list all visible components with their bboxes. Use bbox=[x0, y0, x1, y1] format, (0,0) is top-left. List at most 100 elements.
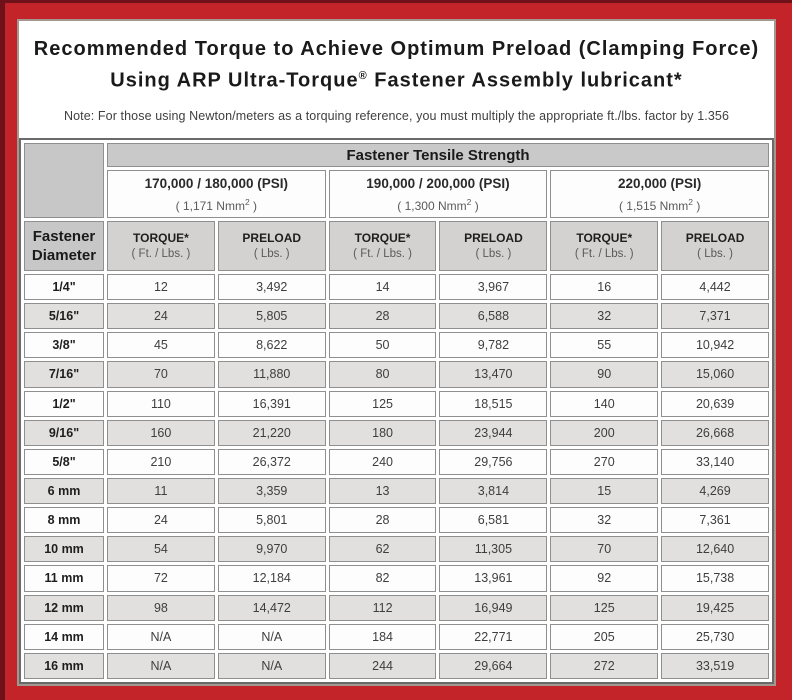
value-cell: 14 bbox=[328, 274, 437, 301]
value-cell: N/A bbox=[217, 652, 326, 679]
diameter-cell: 16 mm bbox=[24, 652, 104, 679]
value-cell: 12 bbox=[107, 274, 215, 301]
value-cell: 80 bbox=[328, 361, 437, 388]
value-cell: 28 bbox=[328, 303, 437, 330]
value-cell: 24 bbox=[107, 303, 215, 330]
value-cell: 6,588 bbox=[439, 303, 548, 330]
strength-group-220: 220,000 (PSI) ( 1,515 Nmm2 ) bbox=[550, 170, 769, 218]
value-cell: 20,639 bbox=[661, 390, 769, 417]
title-line2-text-end: Fastener Assembly lubricant* bbox=[367, 69, 683, 92]
psi-value: 190,000 / 200,000 (PSI) bbox=[366, 176, 510, 191]
value-cell: 70 bbox=[550, 536, 659, 563]
value-cell: 5,801 bbox=[217, 507, 326, 534]
value-cell: 50 bbox=[328, 332, 437, 359]
value-cell: 16,391 bbox=[217, 390, 326, 417]
table-row: 8 mm 24 5,801 28 6,581 32 7,361 bbox=[24, 507, 769, 534]
diameter-cell: 12 mm bbox=[24, 594, 104, 621]
value-cell: 13,961 bbox=[439, 565, 548, 592]
value-cell: 12,184 bbox=[217, 565, 326, 592]
value-cell: 22,771 bbox=[439, 623, 548, 650]
diameter-label: Diameter bbox=[31, 247, 97, 264]
table-row: 9/16" 160 21,220 180 23,944 200 26,668 bbox=[24, 419, 769, 446]
strength-group-170-180: 170,000 / 180,000 (PSI) ( 1,171 Nmm2 ) bbox=[107, 170, 326, 218]
value-cell: 98 bbox=[107, 594, 215, 621]
table-row: 16 mm N/A N/A 244 29,664 272 33,519 bbox=[24, 652, 769, 679]
nmm-value: ( 1,300 Nmm2 ) bbox=[397, 197, 479, 213]
value-cell: 244 bbox=[328, 652, 437, 679]
nmm-value: ( 1,171 Nmm2 ) bbox=[175, 197, 258, 213]
value-cell: 4,269 bbox=[661, 477, 769, 505]
table-row: 5/16" 24 5,805 28 6,588 32 7,371 bbox=[24, 303, 769, 330]
page-title-line1: Recommended Torque to Achieve Optimum Pr… bbox=[33, 38, 760, 60]
value-cell: 62 bbox=[328, 536, 437, 563]
registered-trademark-symbol: ® bbox=[358, 70, 368, 82]
value-cell: 21,220 bbox=[217, 419, 326, 446]
value-cell: 110 bbox=[107, 390, 215, 417]
table-row: 6 mm 11 3,359 13 3,814 15 4,269 bbox=[24, 477, 769, 505]
table-row: 12 mm 98 14,472 112 16,949 125 19,425 bbox=[24, 594, 769, 621]
preload-column-header: PRELOAD ( Lbs. ) bbox=[661, 221, 769, 271]
value-cell: 3,359 bbox=[217, 477, 326, 505]
value-cell: 272 bbox=[550, 652, 659, 679]
table-row: 3/8" 45 8,622 50 9,782 55 10,942 bbox=[24, 332, 769, 359]
value-cell: 3,967 bbox=[439, 274, 548, 301]
diameter-cell: 1/4" bbox=[24, 274, 104, 301]
value-cell: 24 bbox=[107, 507, 215, 534]
value-cell: 184 bbox=[328, 623, 437, 650]
table-row: 1/2" 110 16,391 125 18,515 140 20,639 bbox=[24, 390, 769, 417]
value-cell: 16,949 bbox=[439, 594, 548, 621]
table-row: 14 mm N/A N/A 184 22,771 205 25,730 bbox=[24, 623, 769, 650]
value-cell: 29,664 bbox=[439, 652, 548, 679]
diameter-cell: 7/16" bbox=[24, 361, 104, 388]
psi-value: 220,000 (PSI) bbox=[618, 176, 702, 191]
value-cell: 32 bbox=[550, 507, 659, 534]
value-cell: 16 bbox=[550, 274, 659, 301]
value-cell: 82 bbox=[328, 565, 437, 592]
value-cell: 26,372 bbox=[217, 448, 326, 475]
value-cell: 3,814 bbox=[439, 477, 548, 505]
diameter-cell: 9/16" bbox=[24, 419, 104, 446]
value-cell: 33,140 bbox=[661, 448, 769, 475]
value-cell: 200 bbox=[550, 419, 659, 446]
torque-column-header: TORQUE* ( Ft. / Lbs. ) bbox=[328, 221, 437, 271]
tensile-strength-header: Fastener Tensile Strength bbox=[107, 143, 769, 167]
value-cell: N/A bbox=[107, 623, 215, 650]
value-cell: 13,470 bbox=[439, 361, 548, 388]
value-cell: 125 bbox=[550, 594, 659, 621]
value-cell: 240 bbox=[328, 448, 437, 475]
diameter-cell: 10 mm bbox=[24, 536, 104, 563]
table-row: 10 mm 54 9,970 62 11,305 70 12,640 bbox=[24, 536, 769, 563]
diameter-cell: 5/16" bbox=[24, 303, 104, 330]
table-body: 1/4" 12 3,492 14 3,967 16 4,442 5/16" 24 5,805 28 6… bbox=[24, 274, 769, 679]
document-content: Recommended Torque to Achieve Optimum Pr… bbox=[17, 19, 776, 686]
value-cell: 90 bbox=[550, 361, 659, 388]
value-cell: N/A bbox=[107, 652, 215, 679]
value-cell: 70 bbox=[107, 361, 215, 388]
diameter-cell: 8 mm bbox=[24, 507, 104, 534]
preload-column-header: PRELOAD ( Lbs. ) bbox=[217, 221, 326, 271]
value-cell: 6,581 bbox=[439, 507, 548, 534]
tensile-strength-row: Fastener Tensile Strength bbox=[24, 143, 769, 218]
value-cell: 8,622 bbox=[217, 332, 326, 359]
preload-column-header: PRELOAD ( Lbs. ) bbox=[439, 221, 548, 271]
value-cell: 29,756 bbox=[439, 448, 548, 475]
torque-column-header: TORQUE* ( Ft. / Lbs. ) bbox=[107, 221, 215, 271]
diameter-cell: 1/2" bbox=[24, 390, 104, 417]
value-cell: 7,371 bbox=[661, 303, 769, 330]
psi-value: 170,000 / 180,000 (PSI) bbox=[144, 176, 288, 191]
value-cell: 10,942 bbox=[661, 332, 769, 359]
value-cell: 15 bbox=[550, 477, 659, 505]
value-cell: 26,668 bbox=[661, 419, 769, 446]
value-cell: 18,515 bbox=[439, 390, 548, 417]
page-title-line2: Using ARP Ultra-Torque® Fastener Assembl… bbox=[19, 63, 774, 95]
diameter-cell: 3/8" bbox=[24, 332, 104, 359]
value-cell: 5,805 bbox=[217, 303, 326, 330]
value-cell: 45 bbox=[107, 332, 215, 359]
value-cell: 160 bbox=[107, 419, 215, 446]
value-cell: 9,782 bbox=[439, 332, 548, 359]
diameter-cell: 6 mm bbox=[24, 477, 104, 505]
value-cell: 7,361 bbox=[661, 507, 769, 534]
table-row: 11 mm 72 12,184 82 13,961 92 15,738 bbox=[24, 565, 769, 592]
value-cell: 12,640 bbox=[661, 536, 769, 563]
value-cell: 210 bbox=[107, 448, 215, 475]
